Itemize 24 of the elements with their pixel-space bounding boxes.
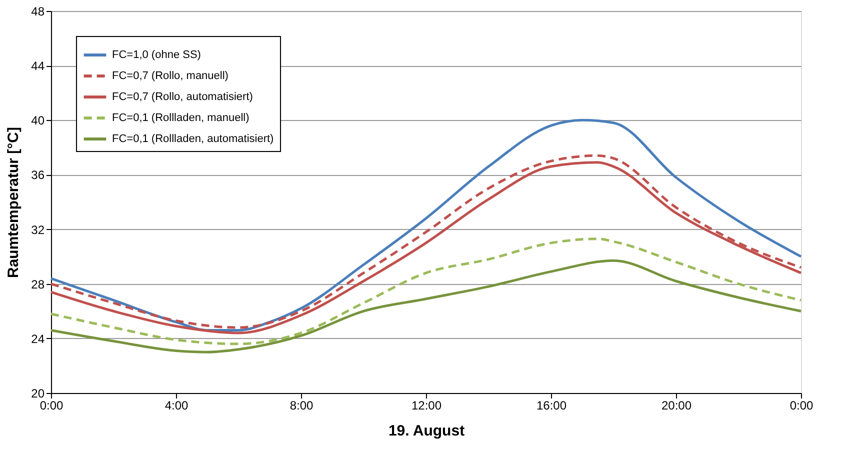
y-tick-label: 28 <box>31 277 45 292</box>
y-tick-label: 40 <box>31 114 45 128</box>
x-axis-title: 19. August <box>388 422 465 440</box>
x-tick-label: 16:00 <box>536 398 567 412</box>
y-tick-label: 36 <box>31 168 45 182</box>
x-tick-label: 0:00 <box>40 398 64 412</box>
y-tick-label: 24 <box>31 332 45 346</box>
legend-label: FC=0,1 (Rollladen, manuell) <box>112 112 250 124</box>
line-series <box>50 259 802 354</box>
x-tick-label: 12:00 <box>411 398 442 412</box>
y-tick-label: 44 <box>31 59 45 74</box>
x-tick-label: 4:00 <box>164 398 188 412</box>
legend-label: FC=1,0 (ohne SS) <box>112 49 201 61</box>
x-tick-label: 0:00 <box>790 398 814 412</box>
y-axis-title: Raumtemperatur [°C] <box>5 126 22 278</box>
y-tick-label: 20 <box>31 386 45 400</box>
legend-label: FC=0,1 (Rollladen, automatisiert) <box>112 133 274 145</box>
y-tick-label: 32 <box>31 222 45 237</box>
legend-label: FC=0,7 (Rollo, manuell) <box>112 70 228 82</box>
x-tick-label: 20:00 <box>661 398 692 412</box>
x-tick-label: 8:00 <box>290 398 314 412</box>
line-series <box>50 238 802 346</box>
y-tick-label: 48 <box>31 4 45 18</box>
legend-label: FC=0,7 (Rollo, automatisiert) <box>112 91 253 103</box>
